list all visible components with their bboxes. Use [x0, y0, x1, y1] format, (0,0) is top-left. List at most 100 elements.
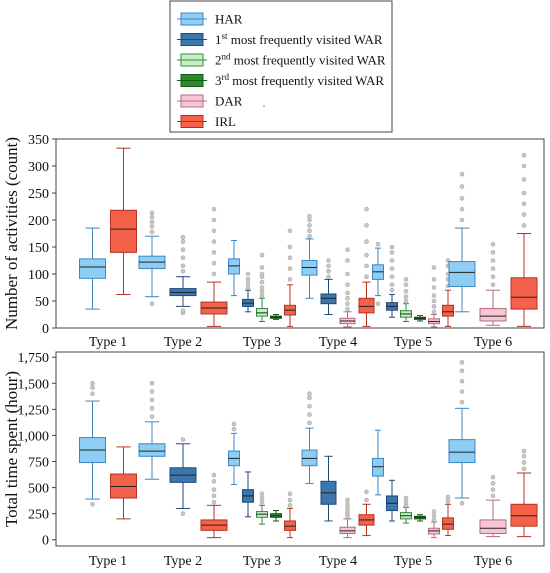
box-w2 — [400, 495, 412, 524]
x-tick-label: Type 1 — [89, 335, 127, 350]
outlier-point — [375, 301, 381, 307]
y-tick-label: 250 — [28, 187, 49, 202]
y-tick-label: 1,000 — [18, 429, 50, 444]
y-tick-label: 50 — [35, 295, 49, 310]
outlier-point — [211, 228, 217, 234]
outlier-point — [287, 255, 293, 261]
outlier-point — [345, 306, 350, 312]
outlier-point — [445, 498, 451, 504]
box-irl — [110, 147, 137, 296]
box-har — [448, 171, 476, 313]
box-har — [372, 242, 384, 307]
x-tick-label: Type 5 — [394, 554, 432, 569]
box-body — [510, 277, 538, 310]
y-tick-label: 0 — [42, 534, 49, 549]
outlier-point — [90, 501, 95, 507]
outlier-point — [345, 301, 350, 307]
outlier-point — [149, 224, 155, 229]
outlier-point — [149, 210, 155, 216]
plot-frame — [55, 138, 545, 329]
outlier-point — [287, 228, 293, 234]
outlier-point — [259, 288, 265, 294]
outlier-point — [490, 274, 496, 280]
box-group-6 — [448, 152, 538, 327]
outlier-point — [287, 277, 293, 282]
box-har — [79, 380, 106, 507]
outlier-point — [259, 491, 265, 497]
outlier-point — [403, 499, 409, 505]
box-har — [448, 360, 476, 506]
outlier-point — [259, 293, 265, 298]
outlier-point — [287, 266, 293, 271]
box-body — [138, 443, 166, 457]
outlier-point — [459, 360, 465, 365]
outlier-point — [259, 495, 265, 501]
outlier-point — [521, 212, 527, 217]
box-w1 — [242, 471, 254, 518]
y-tick-label: 150 — [28, 241, 49, 256]
outlier-point — [211, 479, 217, 484]
box-w3 — [414, 315, 426, 322]
outlier-point — [307, 233, 312, 239]
outlier-point — [345, 295, 350, 301]
box-body — [110, 473, 137, 499]
outlier-point — [90, 391, 95, 397]
box-group-4 — [301, 391, 375, 539]
box-har — [372, 429, 384, 496]
outlier-point — [490, 474, 496, 480]
outlier-point — [459, 184, 465, 189]
outlier-point — [345, 271, 350, 277]
box-group-4 — [301, 206, 375, 328]
outlier-point — [521, 454, 527, 459]
outlier-point — [259, 279, 265, 285]
outlier-point — [180, 308, 186, 314]
outlier-point — [307, 228, 312, 234]
outlier-point — [490, 258, 496, 263]
box-group-6 — [448, 360, 538, 538]
outlier-point — [180, 511, 186, 516]
x-tick-label: Type 6 — [474, 554, 512, 569]
y-tick-label: 0 — [42, 322, 49, 337]
outlier-point — [180, 437, 186, 442]
outlier-point — [389, 287, 395, 293]
outlier-point — [521, 163, 527, 169]
plot-frame — [55, 351, 545, 547]
outlier-point — [211, 239, 217, 244]
y-tick-label: 350 — [28, 133, 49, 148]
outlier-point — [490, 481, 496, 486]
outlier-point — [364, 252, 369, 258]
x-tick-label: Type 6 — [474, 335, 512, 350]
outlier-point — [307, 420, 312, 426]
outlier-point — [459, 399, 465, 405]
outlier-point — [326, 258, 331, 263]
box-body — [358, 297, 375, 314]
outlier-point — [259, 285, 265, 290]
outlier-point — [364, 239, 369, 244]
outlier-point — [521, 152, 527, 158]
outlier-point — [521, 460, 527, 465]
box-w2 — [256, 491, 268, 525]
outlier-point — [211, 493, 217, 499]
box-w2 — [256, 252, 268, 323]
outlier-point — [459, 196, 465, 201]
outlier-point — [389, 282, 395, 288]
box-group-5 — [372, 429, 454, 539]
outlier-point — [490, 493, 496, 499]
box-w1 — [320, 455, 337, 522]
box-dar — [428, 265, 440, 328]
outlier-point — [375, 242, 381, 247]
legend-item-w2: 2nd most frequently visited WAR — [177, 52, 386, 68]
y-tick-label: 1,750 — [18, 351, 50, 366]
outlier-point — [431, 304, 437, 309]
y-tick-label: 750 — [28, 456, 49, 471]
outlier-point — [180, 263, 186, 269]
outlier-point — [364, 489, 369, 495]
box-body — [448, 261, 476, 287]
outlier-point — [307, 217, 312, 223]
legend-label: 1st most frequently visited WAR — [215, 31, 383, 47]
box-body — [442, 517, 454, 530]
outlier-point — [389, 266, 395, 271]
box-dar — [479, 242, 507, 326]
outlier-point — [211, 250, 217, 255]
outlier-point — [345, 258, 350, 263]
